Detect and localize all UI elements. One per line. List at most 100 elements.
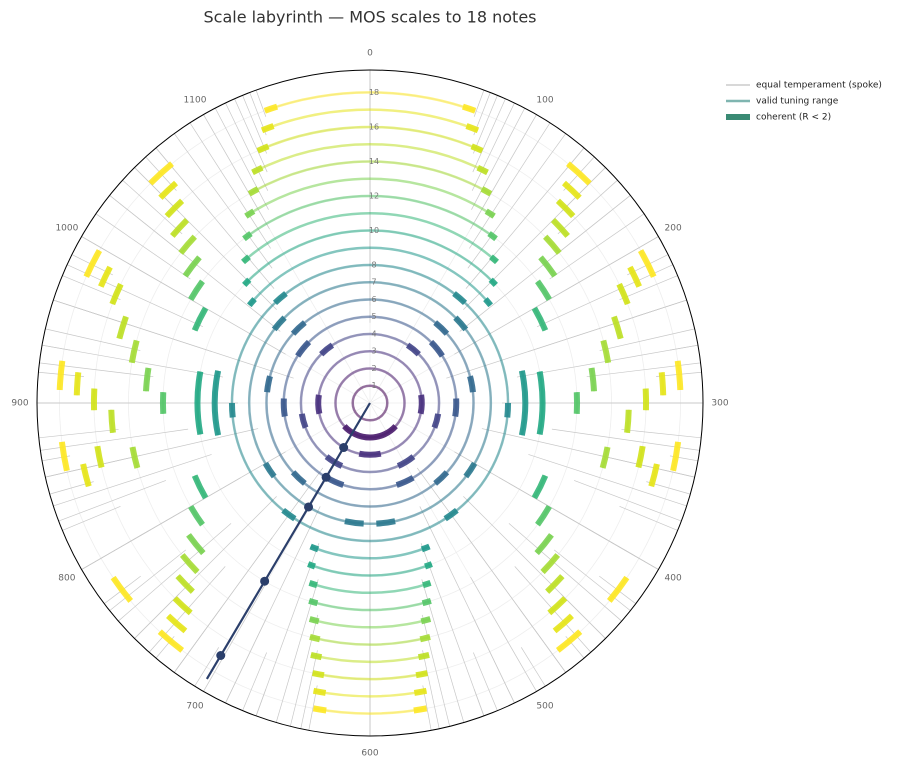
coherent-range: [637, 249, 657, 278]
valid-range: [264, 91, 476, 112]
et-spoke: [81, 236, 107, 252]
et-spoke: [422, 650, 440, 729]
coherent-range: [452, 398, 460, 417]
et-spoke: [471, 102, 515, 191]
coherent-range: [531, 306, 549, 332]
et-spoke: [134, 167, 180, 213]
angle-tick-label: 600: [361, 749, 378, 759]
coherent-range: [240, 254, 251, 265]
valid-range: [257, 125, 483, 152]
coherent-range: [376, 518, 396, 527]
coherent-range: [534, 533, 554, 556]
et-spoke: [473, 89, 485, 117]
coherent-range: [484, 208, 496, 219]
et-spoke: [194, 647, 220, 687]
radial-tick-label: 10: [369, 226, 379, 235]
coherent-range: [308, 598, 319, 607]
coherent-range: [129, 446, 141, 469]
valid-range: [310, 653, 430, 663]
coherent-range: [324, 454, 344, 469]
et-spoke: [255, 543, 320, 717]
coherent-range: [543, 234, 562, 255]
et-spoke: [471, 107, 526, 210]
coherent-range: [211, 370, 222, 436]
et-spoke: [471, 615, 515, 704]
valid-range: [282, 315, 458, 491]
valid-range: [310, 545, 430, 560]
coherent-range: [191, 306, 209, 332]
angle-tick-label: 800: [58, 574, 75, 584]
coherent-range: [166, 613, 188, 634]
coherent-range: [242, 231, 253, 242]
chart-title: Scale labyrinth — MOS scales to 18 notes: [203, 8, 536, 27]
coherent-range: [483, 297, 494, 308]
radial-tick-label: 5: [371, 312, 376, 321]
coherent-range: [108, 409, 116, 434]
coherent-range: [648, 463, 660, 488]
coherent-range: [417, 394, 425, 415]
valid-range: [309, 617, 431, 629]
coherent-range: [246, 297, 257, 308]
coherent-range: [627, 265, 642, 288]
coherent-range: [271, 315, 287, 332]
coherent-range: [550, 217, 570, 238]
generator-dot: [321, 472, 331, 482]
et-spoke: [621, 429, 702, 439]
coherent-range: [191, 474, 209, 500]
coherent-range: [128, 339, 140, 364]
et-spoke: [45, 328, 141, 351]
et-spoke: [109, 549, 187, 611]
coherent-range: [431, 413, 442, 429]
coherent-range: [264, 375, 273, 393]
et-spoke: [53, 299, 130, 326]
coherent-range: [228, 402, 236, 418]
coherent-range: [415, 670, 429, 679]
coherent-range: [309, 634, 321, 643]
coherent-range: [281, 507, 297, 522]
coherent-range: [443, 507, 459, 522]
coherent-range: [535, 279, 552, 301]
angle-tick-label: 200: [665, 224, 682, 234]
coherent-range: [158, 180, 179, 200]
radial-tick-label: 1: [371, 381, 376, 390]
et-spoke: [573, 480, 682, 522]
coherent-range: [624, 409, 632, 434]
et-spoke: [420, 543, 485, 717]
coherent-range: [312, 705, 327, 714]
coherent-range: [600, 339, 612, 364]
coherent-range: [561, 180, 582, 200]
angle-tick-label: 900: [11, 399, 28, 409]
et-spoke: [155, 147, 275, 289]
et-spoke: [586, 362, 701, 378]
coherent-range: [194, 371, 204, 435]
et-spoke: [225, 615, 269, 704]
et-spoke: [669, 344, 699, 351]
valid-range: [242, 212, 498, 263]
legend-label: equal temperament (spoke): [756, 81, 882, 91]
radial-tick-label: 6: [371, 295, 376, 304]
coherent-range: [311, 670, 325, 679]
coherent-range: [480, 186, 493, 197]
coherent-range: [56, 360, 66, 391]
coherent-range: [419, 634, 431, 643]
coherent-range: [80, 463, 92, 488]
radial-tick-label: 12: [369, 191, 379, 200]
generator-dot: [260, 576, 270, 586]
coherent-range: [547, 596, 568, 616]
et-spoke: [421, 614, 451, 727]
coherent-range: [424, 561, 433, 570]
et-spoke: [633, 236, 659, 252]
et-spoke: [467, 133, 567, 269]
coherent-range: [116, 315, 129, 340]
coherent-range: [164, 198, 185, 219]
valid-range: [243, 194, 497, 240]
et-spoke: [203, 114, 270, 230]
coherent-range: [555, 629, 583, 653]
coherent-range: [188, 279, 205, 301]
et-spoke: [470, 114, 537, 230]
coherent-range: [616, 282, 631, 306]
coherent-range: [420, 616, 432, 625]
et-spoke: [62, 275, 121, 300]
et-spoke: [242, 95, 267, 154]
